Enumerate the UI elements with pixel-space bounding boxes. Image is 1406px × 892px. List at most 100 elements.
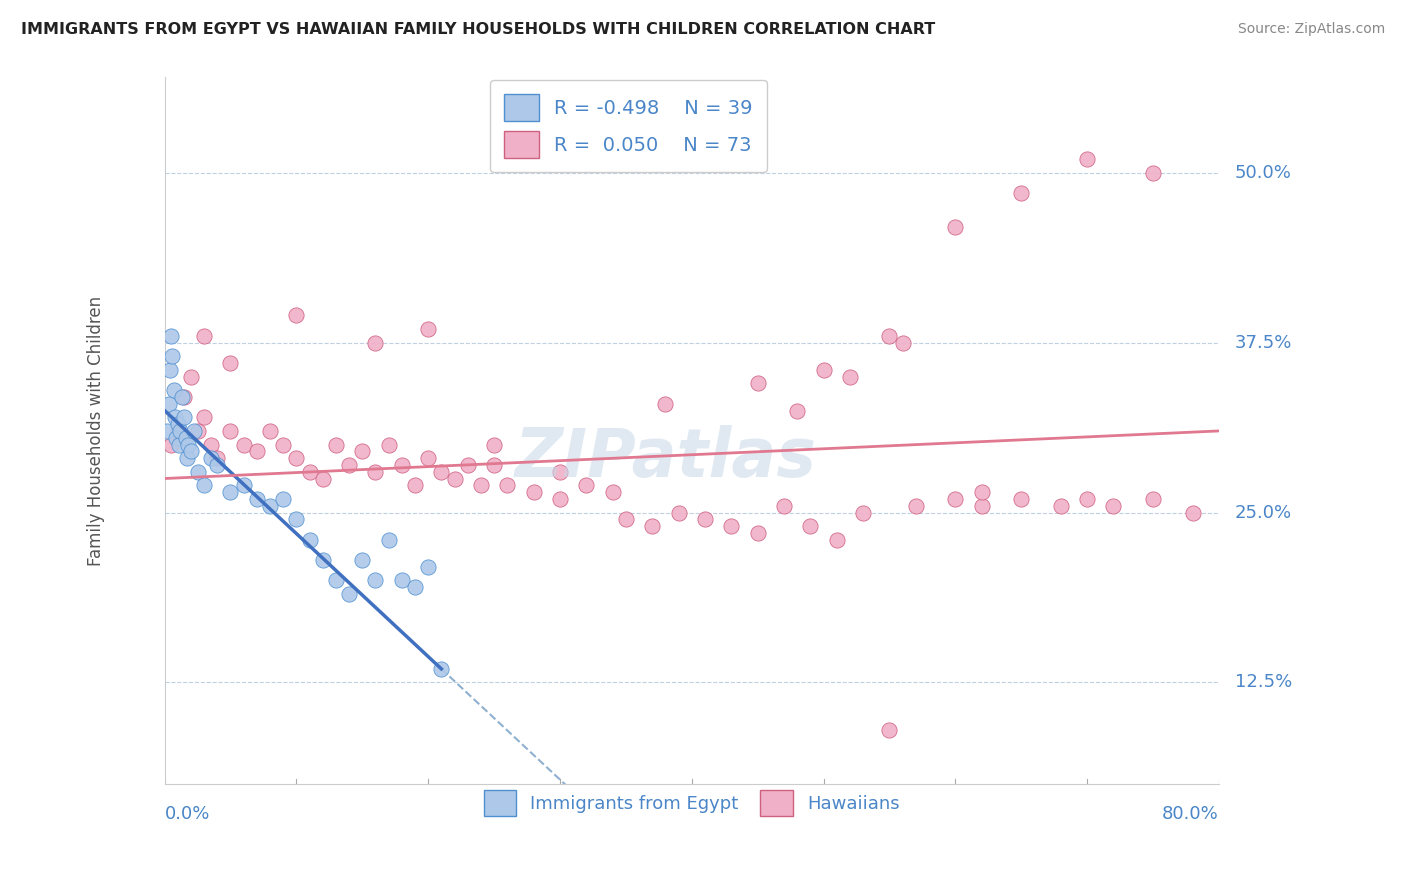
Point (1010, 186, 1032, 200)
Point (285, 309, 308, 323)
Text: Source: ZipAtlas.com: Source: ZipAtlas.com (1237, 22, 1385, 37)
Point (1076, 491, 1098, 506)
Point (166, 431, 188, 445)
Point (163, 383, 186, 397)
Point (1142, 166, 1164, 180)
Point (160, 328, 183, 343)
Point (970, 485, 993, 500)
Point (193, 478, 215, 492)
Point (159, 363, 181, 377)
Point (352, 444, 374, 458)
Point (391, 574, 413, 588)
Point (325, 574, 347, 588)
Point (496, 478, 519, 492)
Point (271, 491, 294, 506)
Point (548, 491, 571, 506)
Point (193, 410, 215, 425)
Point (523, 485, 546, 500)
Point (337, 458, 360, 472)
Point (193, 328, 215, 343)
Point (259, 499, 281, 513)
Point (879, 328, 901, 343)
Point (219, 485, 242, 500)
Point (457, 458, 479, 472)
Text: 80.0%: 80.0% (1163, 805, 1219, 822)
Point (970, 499, 993, 513)
Point (1049, 499, 1071, 513)
Point (418, 560, 440, 574)
Point (186, 465, 208, 479)
Point (482, 458, 505, 472)
Point (167, 437, 190, 451)
Point (325, 437, 347, 451)
Point (430, 662, 453, 676)
Point (169, 424, 191, 438)
Point (641, 519, 664, 533)
Point (1181, 506, 1204, 520)
Point (879, 723, 901, 737)
Point (813, 363, 835, 377)
Point (1010, 491, 1032, 506)
Point (271, 437, 294, 451)
Point (838, 369, 860, 384)
Point (364, 574, 387, 588)
Point (232, 437, 254, 451)
Point (943, 219, 966, 234)
Point (404, 478, 426, 492)
Point (943, 491, 966, 506)
Point (186, 424, 208, 438)
Point (418, 322, 440, 336)
Point (166, 417, 188, 431)
Point (176, 451, 198, 466)
Point (156, 424, 179, 438)
Point (1076, 152, 1098, 166)
Point (891, 335, 914, 350)
Point (285, 512, 308, 526)
Text: IMMIGRANTS FROM EGYPT VS HAWAIIAN FAMILY HOUSEHOLDS WITH CHILDREN CORRELATION CH: IMMIGRANTS FROM EGYPT VS HAWAIIAN FAMILY… (21, 22, 935, 37)
Point (180, 444, 202, 458)
Point (200, 451, 222, 466)
Point (177, 437, 200, 451)
Point (285, 451, 308, 466)
Text: 37.5%: 37.5% (1234, 334, 1292, 351)
Point (1102, 499, 1125, 513)
Point (470, 478, 492, 492)
Point (904, 499, 927, 513)
Point (747, 525, 769, 540)
Point (575, 478, 598, 492)
Point (207, 451, 229, 466)
Point (404, 580, 426, 594)
Point (183, 424, 205, 438)
Point (654, 397, 676, 411)
Point (443, 471, 465, 485)
Point (173, 410, 195, 425)
Point (482, 437, 505, 451)
Point (160, 437, 183, 451)
Point (391, 458, 413, 472)
Point (773, 499, 796, 513)
Point (602, 485, 624, 500)
Point (246, 491, 269, 506)
Point (418, 451, 440, 466)
Point (377, 533, 399, 547)
Point (180, 369, 202, 384)
Text: 50.0%: 50.0% (1234, 163, 1292, 182)
Point (825, 533, 848, 547)
Point (364, 465, 387, 479)
Text: 12.5%: 12.5% (1234, 673, 1292, 691)
Point (352, 553, 374, 567)
Point (219, 356, 242, 370)
Point (799, 519, 821, 533)
Point (166, 424, 188, 438)
Point (207, 458, 229, 472)
Point (614, 512, 637, 526)
Point (1142, 491, 1164, 506)
Point (312, 553, 335, 567)
Point (720, 519, 742, 533)
Text: ZIPatlas: ZIPatlas (515, 425, 817, 491)
Point (246, 444, 269, 458)
Point (312, 471, 335, 485)
Point (786, 403, 808, 417)
Point (170, 390, 193, 404)
Point (668, 506, 690, 520)
